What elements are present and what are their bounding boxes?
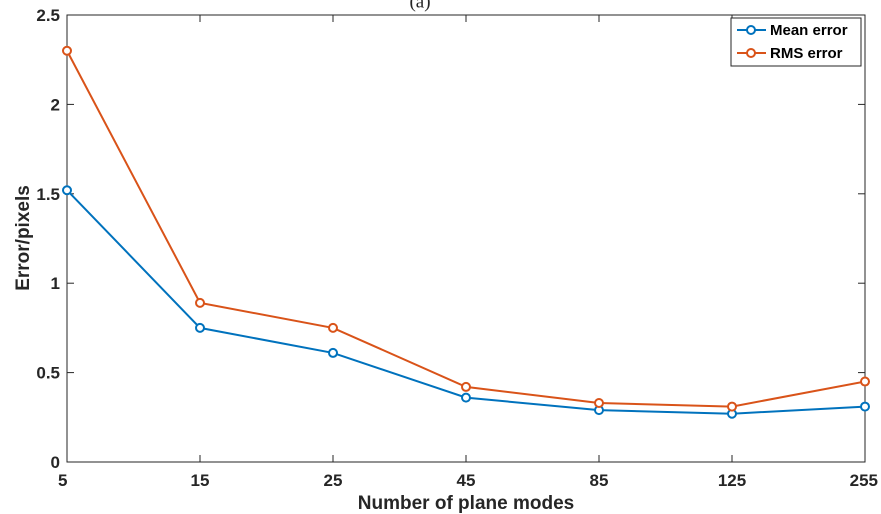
legend: Mean error RMS error [730, 17, 862, 67]
data-point-rms-error [195, 297, 205, 308]
data-point-rms-error [328, 322, 338, 333]
x-tick-label: 25 [324, 471, 343, 490]
data-point-rms-error [727, 401, 737, 412]
y-tick-label: 0.5 [36, 364, 60, 383]
legend-marker-mean-error [746, 25, 756, 35]
x-tick-label: 255 [850, 471, 878, 490]
data-point-mean-error [860, 401, 870, 412]
x-tick-label: 45 [457, 471, 476, 490]
y-tick-label: 2 [51, 95, 60, 114]
y-tick-label: 2.5 [36, 6, 60, 25]
data-point-mean-error [461, 392, 471, 403]
x-tick-label: 85 [590, 471, 609, 490]
chart-title: (a) [409, 0, 430, 12]
data-point-mean-error [328, 347, 338, 358]
x-tick-label: 15 [191, 471, 210, 490]
data-point-rms-error [62, 45, 72, 56]
data-point-rms-error [461, 381, 471, 392]
series-layer [62, 45, 870, 419]
data-point-rms-error [594, 397, 604, 408]
x-axis-label: Number of plane modes [358, 493, 574, 514]
data-point-mean-error [195, 322, 205, 333]
y-tick-label: 1 [51, 274, 60, 293]
y-tick-label: 1.5 [36, 185, 60, 204]
y-axis-label: Error/pixels [13, 185, 34, 291]
y-tick-label: 0 [51, 453, 60, 472]
x-tick-label: 5 [58, 471, 67, 490]
legend-label-mean-error: Mean error [770, 22, 848, 39]
data-point-rms-error [860, 376, 870, 387]
legend-marker-rms-error [746, 48, 756, 58]
data-point-mean-error [62, 185, 72, 196]
legend-label-rms-error: RMS error [770, 45, 843, 62]
x-tick-label: 125 [718, 471, 746, 490]
